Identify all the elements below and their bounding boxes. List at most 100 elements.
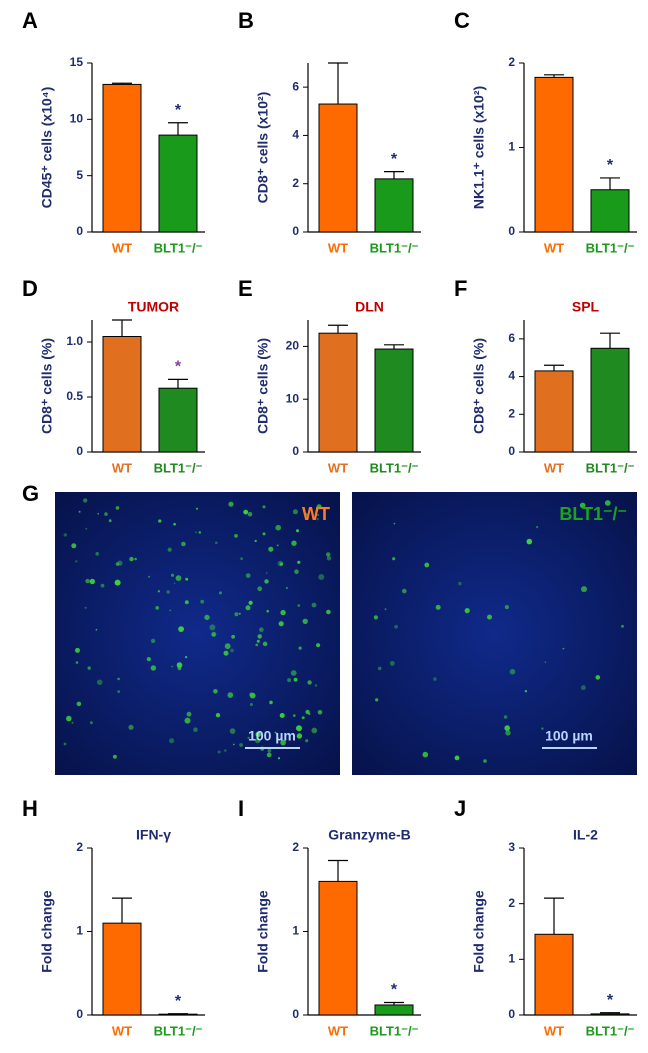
cell-signal bbox=[544, 661, 547, 663]
cell-signal bbox=[219, 591, 222, 595]
cell-signal bbox=[158, 519, 162, 523]
cell-signal bbox=[85, 578, 90, 584]
scale-bar-label: 100 µm bbox=[545, 728, 593, 744]
cell-signal bbox=[262, 532, 266, 536]
bar bbox=[590, 347, 630, 453]
x-tick-label: BLT1⁻/⁻ bbox=[370, 460, 419, 475]
y-tick-label: 1 bbox=[508, 140, 515, 154]
bar bbox=[158, 387, 198, 453]
cell-signal bbox=[112, 754, 117, 759]
y-tick-label: 0 bbox=[292, 1007, 299, 1021]
significance-mark: * bbox=[175, 993, 182, 1010]
cell-signal bbox=[129, 556, 134, 562]
cell-signal bbox=[581, 586, 587, 593]
x-tick-label: WT bbox=[328, 1023, 348, 1038]
cell-signal bbox=[117, 690, 121, 693]
cell-signal bbox=[255, 731, 261, 738]
panel-letter: J bbox=[454, 796, 466, 821]
cell-signal bbox=[291, 540, 297, 546]
bar bbox=[374, 1004, 414, 1016]
cell-signal bbox=[373, 615, 378, 620]
panel-letter: D bbox=[22, 276, 38, 301]
cell-signal bbox=[134, 557, 137, 561]
cell-signal bbox=[298, 646, 302, 650]
cell-signal bbox=[297, 604, 301, 607]
cell-signal bbox=[247, 512, 253, 517]
y-tick-label: 4 bbox=[292, 128, 299, 142]
cell-signal bbox=[504, 725, 511, 731]
cell-signal bbox=[234, 612, 239, 617]
scale-bar-label: 100 µm bbox=[248, 728, 296, 744]
cell-signal bbox=[280, 739, 286, 746]
y-tick-label: 5 bbox=[76, 168, 83, 182]
cell-signal bbox=[171, 665, 174, 668]
panel: E DLN CD8⁺ cells (%) 0 10 20 WT BLT1⁻/⁻ bbox=[238, 276, 421, 475]
y-tick-label: 2 bbox=[508, 55, 515, 69]
cell-signal bbox=[267, 748, 272, 753]
cell-signal bbox=[277, 757, 281, 760]
cell-signal bbox=[394, 624, 398, 629]
cell-signal bbox=[245, 573, 251, 578]
y-tick-label: 2 bbox=[508, 896, 515, 910]
cell-signal bbox=[87, 666, 91, 670]
cell-signal bbox=[85, 527, 88, 530]
cell-signal bbox=[198, 531, 202, 534]
cell-signal bbox=[326, 552, 331, 557]
cell-signal bbox=[150, 638, 156, 644]
bar bbox=[374, 178, 414, 233]
cell-signal bbox=[196, 507, 198, 510]
cell-signal bbox=[604, 500, 611, 506]
y-axis-label: CD8⁺ cells (%) bbox=[471, 338, 487, 434]
cell-signal bbox=[294, 569, 299, 574]
cell-signal bbox=[268, 546, 274, 552]
cell-signal bbox=[83, 498, 88, 503]
cell-signal bbox=[90, 721, 93, 725]
cell-signal bbox=[193, 727, 198, 732]
x-tick-label: BLT1⁻/⁻ bbox=[586, 460, 635, 475]
panel: B CD8⁺ cells (x10²) 0 2 4 6 WT BLT1⁻/⁻ * bbox=[238, 8, 421, 255]
cell-signal bbox=[266, 609, 270, 613]
cell-signal bbox=[75, 647, 80, 653]
cell-signal bbox=[302, 618, 308, 624]
x-tick-label: BLT1⁻/⁻ bbox=[586, 1023, 635, 1038]
cell-signal bbox=[316, 504, 322, 510]
cell-signal bbox=[389, 661, 395, 666]
cell-signal bbox=[240, 557, 244, 561]
cell-signal bbox=[233, 743, 235, 746]
y-tick-label: 0 bbox=[76, 1007, 83, 1021]
significance-mark: * bbox=[175, 359, 182, 376]
panel-title: TUMOR bbox=[128, 299, 179, 315]
y-axis-label: CD8⁺ cells (%) bbox=[255, 338, 271, 434]
cell-signal bbox=[215, 713, 221, 718]
cell-signal bbox=[535, 525, 539, 529]
bar bbox=[590, 189, 630, 233]
y-tick-label: 2 bbox=[292, 176, 299, 190]
cell-signal bbox=[293, 714, 296, 717]
y-axis-label: CD8⁺ cells (x10²) bbox=[255, 92, 271, 204]
cell-signal bbox=[211, 631, 217, 637]
x-tick-label: BLT1⁻/⁻ bbox=[154, 1023, 203, 1038]
y-tick-label: 20 bbox=[286, 339, 300, 353]
cell-signal bbox=[326, 609, 331, 615]
panel-letter: G bbox=[22, 481, 39, 506]
bar bbox=[534, 370, 574, 453]
cell-signal bbox=[204, 614, 210, 621]
cell-signal bbox=[277, 560, 284, 567]
bar bbox=[102, 922, 142, 1016]
cell-signal bbox=[504, 605, 509, 610]
bar bbox=[102, 83, 142, 233]
cell-signal bbox=[166, 590, 170, 594]
cell-signal bbox=[297, 560, 301, 564]
cell-signal bbox=[292, 509, 298, 515]
cell-signal bbox=[243, 509, 249, 515]
cell-signal bbox=[209, 624, 216, 631]
x-tick-label: WT bbox=[112, 240, 132, 255]
cell-signal bbox=[505, 730, 511, 736]
cell-signal bbox=[287, 678, 292, 683]
panel-letter: I bbox=[238, 796, 244, 821]
bar bbox=[102, 336, 142, 453]
cell-signal bbox=[66, 715, 72, 722]
panel-title: IFN-γ bbox=[136, 827, 171, 843]
cell-signal bbox=[487, 614, 492, 620]
cell-signal bbox=[169, 738, 175, 744]
